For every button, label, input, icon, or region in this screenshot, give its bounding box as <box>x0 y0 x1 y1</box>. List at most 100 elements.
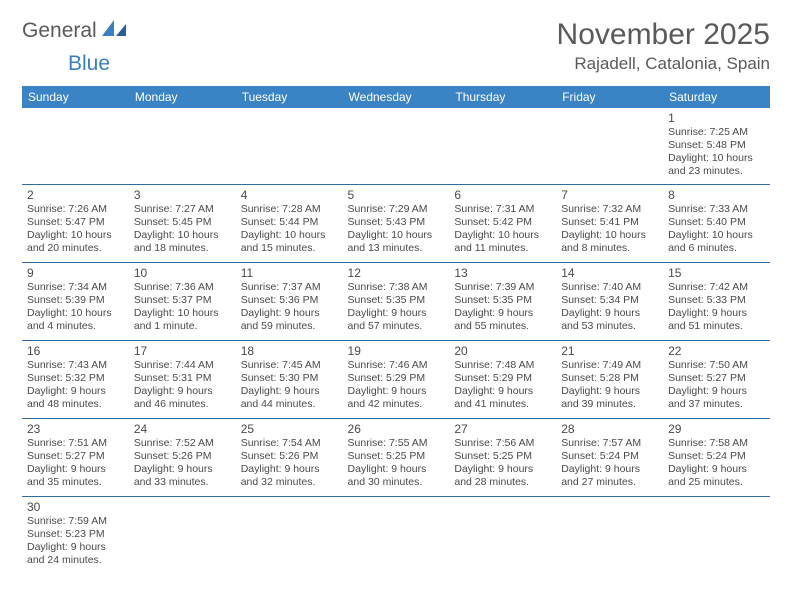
calendar-empty <box>556 108 663 184</box>
day-info: Sunrise: 7:44 AMSunset: 5:31 PMDaylight:… <box>134 359 231 412</box>
day-info: Sunrise: 7:39 AMSunset: 5:35 PMDaylight:… <box>454 281 551 334</box>
calendar-day: 17Sunrise: 7:44 AMSunset: 5:31 PMDayligh… <box>129 340 236 418</box>
day-info: Sunrise: 7:59 AMSunset: 5:23 PMDaylight:… <box>27 515 124 568</box>
day-number: 16 <box>27 344 124 358</box>
day-info: Sunrise: 7:36 AMSunset: 5:37 PMDaylight:… <box>134 281 231 334</box>
day-info: Sunrise: 7:51 AMSunset: 5:27 PMDaylight:… <box>27 437 124 490</box>
calendar-day: 19Sunrise: 7:46 AMSunset: 5:29 PMDayligh… <box>343 340 450 418</box>
calendar-table: SundayMondayTuesdayWednesdayThursdayFrid… <box>22 86 770 574</box>
day-info: Sunrise: 7:28 AMSunset: 5:44 PMDaylight:… <box>241 203 338 256</box>
day-number: 26 <box>348 422 445 436</box>
day-number: 13 <box>454 266 551 280</box>
calendar-week: 30Sunrise: 7:59 AMSunset: 5:23 PMDayligh… <box>22 496 770 574</box>
day-number: 15 <box>668 266 765 280</box>
day-info: Sunrise: 7:26 AMSunset: 5:47 PMDaylight:… <box>27 203 124 256</box>
day-number: 28 <box>561 422 658 436</box>
calendar-day: 21Sunrise: 7:49 AMSunset: 5:28 PMDayligh… <box>556 340 663 418</box>
calendar-day: 30Sunrise: 7:59 AMSunset: 5:23 PMDayligh… <box>22 496 129 574</box>
day-info: Sunrise: 7:43 AMSunset: 5:32 PMDaylight:… <box>27 359 124 412</box>
calendar-empty <box>236 496 343 574</box>
day-number: 2 <box>27 188 124 202</box>
day-number: 19 <box>348 344 445 358</box>
calendar-day: 27Sunrise: 7:56 AMSunset: 5:25 PMDayligh… <box>449 418 556 496</box>
day-number: 10 <box>134 266 231 280</box>
calendar-week: 9Sunrise: 7:34 AMSunset: 5:39 PMDaylight… <box>22 262 770 340</box>
day-header: Thursday <box>449 86 556 108</box>
day-number: 30 <box>27 500 124 514</box>
calendar-empty <box>129 108 236 184</box>
calendar-day: 24Sunrise: 7:52 AMSunset: 5:26 PMDayligh… <box>129 418 236 496</box>
day-header: Sunday <box>22 86 129 108</box>
day-header: Tuesday <box>236 86 343 108</box>
day-number: 12 <box>348 266 445 280</box>
day-info: Sunrise: 7:57 AMSunset: 5:24 PMDaylight:… <box>561 437 658 490</box>
day-number: 22 <box>668 344 765 358</box>
day-number: 8 <box>668 188 765 202</box>
calendar-empty <box>343 496 450 574</box>
day-info: Sunrise: 7:31 AMSunset: 5:42 PMDaylight:… <box>454 203 551 256</box>
day-number: 14 <box>561 266 658 280</box>
day-info: Sunrise: 7:38 AMSunset: 5:35 PMDaylight:… <box>348 281 445 334</box>
day-info: Sunrise: 7:45 AMSunset: 5:30 PMDaylight:… <box>241 359 338 412</box>
calendar-day: 10Sunrise: 7:36 AMSunset: 5:37 PMDayligh… <box>129 262 236 340</box>
calendar-day: 5Sunrise: 7:29 AMSunset: 5:43 PMDaylight… <box>343 184 450 262</box>
day-info: Sunrise: 7:46 AMSunset: 5:29 PMDaylight:… <box>348 359 445 412</box>
calendar-day: 13Sunrise: 7:39 AMSunset: 5:35 PMDayligh… <box>449 262 556 340</box>
calendar-day: 16Sunrise: 7:43 AMSunset: 5:32 PMDayligh… <box>22 340 129 418</box>
calendar-day: 23Sunrise: 7:51 AMSunset: 5:27 PMDayligh… <box>22 418 129 496</box>
calendar-day: 1Sunrise: 7:25 AMSunset: 5:48 PMDaylight… <box>663 108 770 184</box>
calendar-day: 22Sunrise: 7:50 AMSunset: 5:27 PMDayligh… <box>663 340 770 418</box>
calendar-day: 3Sunrise: 7:27 AMSunset: 5:45 PMDaylight… <box>129 184 236 262</box>
calendar-day: 12Sunrise: 7:38 AMSunset: 5:35 PMDayligh… <box>343 262 450 340</box>
calendar-empty <box>556 496 663 574</box>
calendar-day: 7Sunrise: 7:32 AMSunset: 5:41 PMDaylight… <box>556 184 663 262</box>
calendar-day: 26Sunrise: 7:55 AMSunset: 5:25 PMDayligh… <box>343 418 450 496</box>
calendar-day: 20Sunrise: 7:48 AMSunset: 5:29 PMDayligh… <box>449 340 556 418</box>
day-info: Sunrise: 7:58 AMSunset: 5:24 PMDaylight:… <box>668 437 765 490</box>
calendar-day: 11Sunrise: 7:37 AMSunset: 5:36 PMDayligh… <box>236 262 343 340</box>
calendar-day: 8Sunrise: 7:33 AMSunset: 5:40 PMDaylight… <box>663 184 770 262</box>
day-info: Sunrise: 7:40 AMSunset: 5:34 PMDaylight:… <box>561 281 658 334</box>
calendar-empty <box>129 496 236 574</box>
day-info: Sunrise: 7:55 AMSunset: 5:25 PMDaylight:… <box>348 437 445 490</box>
calendar-empty <box>22 108 129 184</box>
day-info: Sunrise: 7:27 AMSunset: 5:45 PMDaylight:… <box>134 203 231 256</box>
day-header: Friday <box>556 86 663 108</box>
calendar-day: 18Sunrise: 7:45 AMSunset: 5:30 PMDayligh… <box>236 340 343 418</box>
logo-sail-icon <box>102 18 128 43</box>
day-number: 17 <box>134 344 231 358</box>
day-header: Monday <box>129 86 236 108</box>
calendar-empty <box>449 108 556 184</box>
day-info: Sunrise: 7:56 AMSunset: 5:25 PMDaylight:… <box>454 437 551 490</box>
calendar-day: 4Sunrise: 7:28 AMSunset: 5:44 PMDaylight… <box>236 184 343 262</box>
day-number: 4 <box>241 188 338 202</box>
day-info: Sunrise: 7:42 AMSunset: 5:33 PMDaylight:… <box>668 281 765 334</box>
day-info: Sunrise: 7:52 AMSunset: 5:26 PMDaylight:… <box>134 437 231 490</box>
day-number: 1 <box>668 111 765 125</box>
month-title: November 2025 <box>557 18 770 52</box>
day-info: Sunrise: 7:34 AMSunset: 5:39 PMDaylight:… <box>27 281 124 334</box>
day-number: 6 <box>454 188 551 202</box>
day-number: 25 <box>241 422 338 436</box>
calendar-week: 1Sunrise: 7:25 AMSunset: 5:48 PMDaylight… <box>22 108 770 184</box>
day-number: 27 <box>454 422 551 436</box>
calendar-empty <box>663 496 770 574</box>
day-info: Sunrise: 7:29 AMSunset: 5:43 PMDaylight:… <box>348 203 445 256</box>
day-info: Sunrise: 7:49 AMSunset: 5:28 PMDaylight:… <box>561 359 658 412</box>
day-info: Sunrise: 7:37 AMSunset: 5:36 PMDaylight:… <box>241 281 338 334</box>
calendar-day: 9Sunrise: 7:34 AMSunset: 5:39 PMDaylight… <box>22 262 129 340</box>
calendar-day: 2Sunrise: 7:26 AMSunset: 5:47 PMDaylight… <box>22 184 129 262</box>
day-number: 9 <box>27 266 124 280</box>
calendar-day: 14Sunrise: 7:40 AMSunset: 5:34 PMDayligh… <box>556 262 663 340</box>
logo-text-general: General <box>22 19 97 43</box>
day-number: 24 <box>134 422 231 436</box>
calendar-empty <box>449 496 556 574</box>
calendar-day: 29Sunrise: 7:58 AMSunset: 5:24 PMDayligh… <box>663 418 770 496</box>
calendar-empty <box>343 108 450 184</box>
day-header: Wednesday <box>343 86 450 108</box>
day-number: 5 <box>348 188 445 202</box>
calendar-week: 2Sunrise: 7:26 AMSunset: 5:47 PMDaylight… <box>22 184 770 262</box>
calendar-empty <box>236 108 343 184</box>
day-number: 3 <box>134 188 231 202</box>
title-block: November 2025 Rajadell, Catalonia, Spain <box>557 18 770 74</box>
